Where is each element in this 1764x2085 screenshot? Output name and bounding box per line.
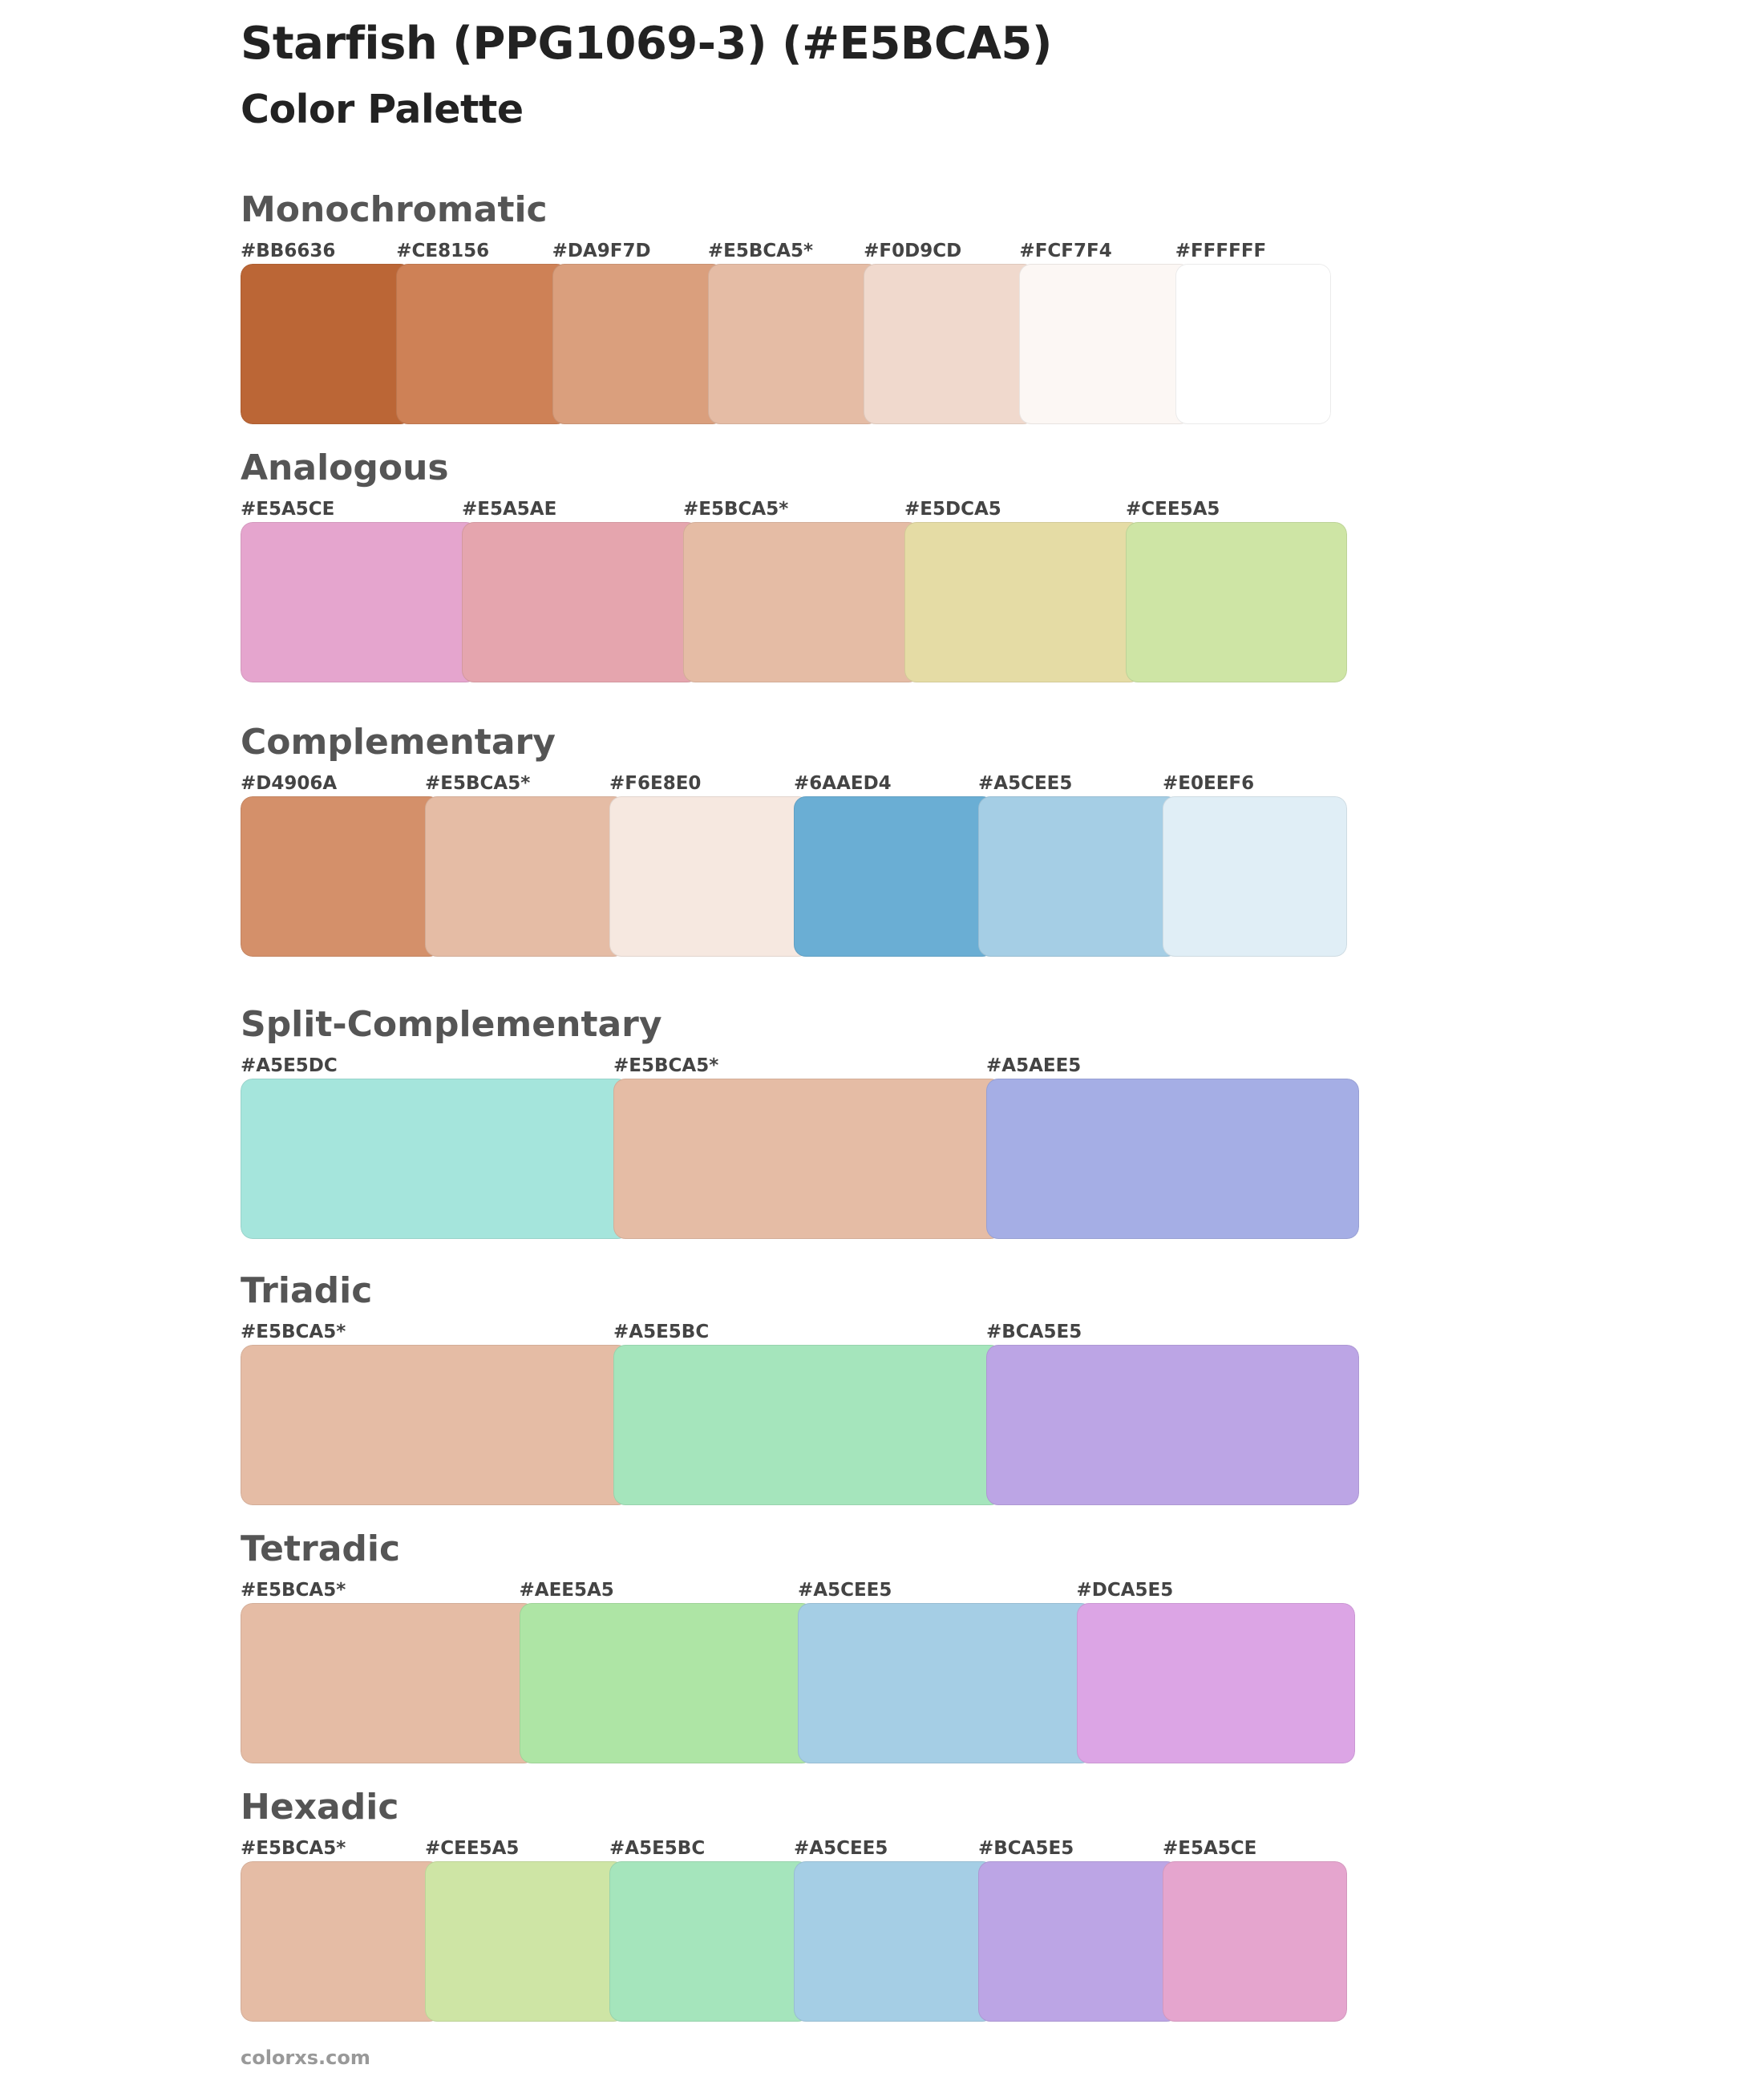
palette-section-monochromatic: Monochromatic #BB6636 #CE8156 #DA9F7D #E5BCA… (241, 192, 1331, 433)
color-swatch[interactable] (241, 522, 478, 682)
swatch-hex-label: #E5BCA5* (425, 773, 531, 794)
color-swatch[interactable] (613, 1345, 1002, 1505)
palette-section-hexadic: Hexadic #E5BCA5* #CEE5A5 #A5E5BC #A5CEE5 #BCA… (241, 1790, 1347, 2030)
swatch-hex-label: #A5E5DC (241, 1055, 338, 1076)
swatch-hex-label: #E5A5CE (241, 499, 335, 520)
section-title: Triadic (241, 1270, 373, 1311)
color-swatch[interactable] (241, 1345, 629, 1505)
swatch-hex-label: #A5CEE5 (978, 773, 1073, 794)
color-swatch[interactable] (1175, 264, 1331, 424)
swatch-hex-label: #E5BCA5* (241, 1838, 346, 1859)
swatch-hex-label: #E5DCA5 (904, 499, 1001, 520)
color-strip (241, 1603, 1355, 1763)
section-title: Hexadic (241, 1787, 399, 1828)
color-swatch[interactable] (241, 1603, 536, 1763)
color-strip (241, 522, 1347, 682)
swatch-hex-label: #A5CEE5 (798, 1580, 892, 1601)
swatch-labels: #BB6636 #CE8156 #DA9F7D #E5BCA5* #F0D9CD #FCF… (241, 242, 1331, 266)
color-strip (241, 1861, 1347, 2022)
swatch-hex-label: #A5AEE5 (986, 1055, 1082, 1076)
page-title: Starfish (PPG1069-3) (#E5BCA5) (241, 18, 1052, 70)
color-strip (241, 796, 1347, 957)
swatch-hex-label: #AEE5A5 (519, 1580, 614, 1601)
swatch-hex-label: #CE8156 (396, 241, 490, 261)
swatch-hex-label: #FCF7F4 (1019, 241, 1112, 261)
color-strip (241, 264, 1331, 424)
palette-section-split-complementary: Split-Complementary #A5E5DC #E5BCA5* #A5AEE… (241, 1007, 1359, 1248)
swatch-labels: #E5A5CE #E5A5AE #E5BCA5* #E5DCA5 #CEE5A5 (241, 500, 1347, 524)
color-swatch[interactable] (241, 1079, 629, 1239)
color-swatch[interactable] (396, 264, 568, 424)
color-swatch[interactable] (904, 522, 1142, 682)
section-title: Complementary (241, 722, 556, 763)
section-title: Tetradic (241, 1528, 401, 1569)
color-swatch[interactable] (241, 796, 441, 957)
swatch-hex-label: #CEE5A5 (425, 1838, 520, 1859)
color-swatch[interactable] (798, 1603, 1093, 1763)
color-swatch[interactable] (552, 264, 724, 424)
color-swatch[interactable] (978, 1861, 1179, 2022)
swatch-hex-label: #BCA5E5 (986, 1322, 1082, 1342)
swatch-hex-label: #BB6636 (241, 241, 336, 261)
swatch-hex-label: #E5BCA5* (241, 1322, 346, 1342)
section-title: Split-Complementary (241, 1004, 662, 1045)
color-swatch[interactable] (609, 796, 810, 957)
color-swatch[interactable] (425, 796, 625, 957)
swatch-hex-label: #E5A5CE (1163, 1838, 1257, 1859)
palette-section-triadic: Triadic #E5BCA5* #A5E5BC #BCA5E5 (241, 1273, 1359, 1514)
color-swatch[interactable] (864, 264, 1036, 424)
palette-section-analogous: Analogous #E5A5CE #E5A5AE #E5BCA5* #E5DCA5 #C… (241, 451, 1347, 691)
swatch-labels: #E5BCA5* #CEE5A5 #A5E5BC #A5CEE5 #BCA5E5 #E5A… (241, 1840, 1347, 1864)
color-swatch[interactable] (1019, 264, 1192, 424)
swatch-hex-label: #E5BCA5* (683, 499, 789, 520)
swatch-hex-label: #E5BCA5* (613, 1055, 719, 1076)
page-subtitle: Color Palette (241, 87, 524, 132)
swatch-hex-label: #A5E5BC (613, 1322, 710, 1342)
color-swatch[interactable] (1163, 796, 1347, 957)
color-swatch[interactable] (978, 796, 1179, 957)
swatch-hex-label: #CEE5A5 (1126, 499, 1220, 520)
swatch-hex-label: #D4906A (241, 773, 338, 794)
swatch-labels: #E5BCA5* #A5E5BC #BCA5E5 (241, 1323, 1359, 1347)
swatch-labels: #A5E5DC #E5BCA5* #A5AEE5 (241, 1057, 1359, 1081)
swatch-hex-label: #E5A5AE (462, 499, 557, 520)
color-strip (241, 1345, 1359, 1505)
swatch-hex-label: #E0EEF6 (1163, 773, 1255, 794)
color-swatch[interactable] (425, 1861, 625, 2022)
section-title: Monochromatic (241, 189, 548, 230)
section-title: Analogous (241, 447, 449, 488)
color-swatch[interactable] (1126, 522, 1347, 682)
swatch-hex-label: #DCA5E5 (1076, 1580, 1174, 1601)
swatch-hex-label: #DA9F7D (552, 241, 651, 261)
swatch-hex-label: #F0D9CD (864, 241, 962, 261)
color-swatch[interactable] (613, 1079, 1002, 1239)
palette-section-tetradic: Tetradic #E5BCA5* #AEE5A5 #A5CEE5 #DCA5E5 (241, 1532, 1355, 1772)
swatch-hex-label: #E5BCA5* (707, 241, 814, 261)
swatch-hex-label: #F6E8E0 (609, 773, 702, 794)
color-swatch[interactable] (462, 522, 699, 682)
color-swatch[interactable] (609, 1861, 810, 2022)
swatch-hex-label: #BCA5E5 (978, 1838, 1074, 1859)
color-swatch[interactable] (707, 264, 880, 424)
palette-section-complementary: Complementary #D4906A #E5BCA5* #F6E8E0 #6AAE… (241, 725, 1347, 966)
swatch-labels: #E5BCA5* #AEE5A5 #A5CEE5 #DCA5E5 (241, 1581, 1355, 1605)
color-strip (241, 1079, 1359, 1239)
swatch-hex-label: #A5CEE5 (794, 1838, 888, 1859)
swatch-hex-label: #6AAED4 (794, 773, 892, 794)
swatch-hex-label: #FFFFFF (1175, 241, 1267, 261)
color-swatch[interactable] (1076, 1603, 1355, 1763)
color-swatch[interactable] (241, 1861, 441, 2022)
color-swatch[interactable] (241, 264, 413, 424)
color-swatch[interactable] (519, 1603, 814, 1763)
swatch-labels: #D4906A #E5BCA5* #F6E8E0 #6AAED4 #A5CEE5 #E0E… (241, 775, 1347, 799)
color-swatch[interactable] (1163, 1861, 1347, 2022)
swatch-hex-label: #A5E5BC (609, 1838, 706, 1859)
swatch-hex-label: #E5BCA5* (241, 1580, 346, 1601)
color-swatch[interactable] (683, 522, 920, 682)
color-swatch[interactable] (794, 1861, 994, 2022)
color-swatch[interactable] (986, 1079, 1359, 1239)
color-swatch[interactable] (794, 796, 994, 957)
site-credit: colorxs.com (241, 2047, 370, 2069)
color-swatch[interactable] (986, 1345, 1359, 1505)
